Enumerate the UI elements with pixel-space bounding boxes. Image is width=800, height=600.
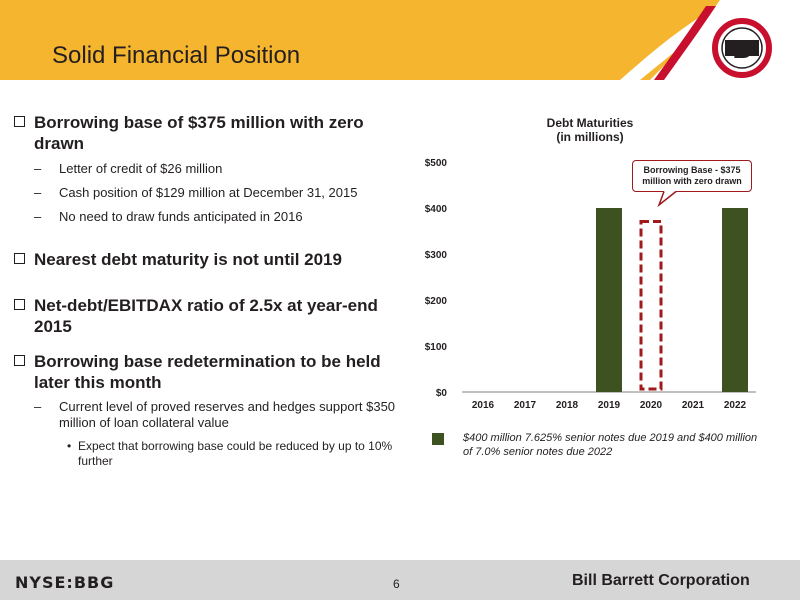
dash-marker: –: [34, 185, 42, 200]
chart-subtitle: (in millions): [556, 130, 624, 144]
sub-bullet: – Current level of proved reserves and he…: [34, 399, 396, 430]
y-tick-label: $400: [425, 204, 448, 215]
header-accent-stripe: [654, 6, 716, 80]
legend-swatch: [432, 433, 444, 445]
x-tick-label: 2021: [682, 400, 705, 411]
y-tick-label: $500: [425, 158, 448, 169]
checkbox-bullet-icon: [14, 355, 25, 366]
dash-marker: –: [34, 161, 42, 176]
bullet-net-debt: Net-debt/EBITDAX ratio of 2.5x at year-e…: [14, 295, 414, 337]
x-tick-label: 2020: [640, 400, 663, 411]
page-number: 6: [393, 577, 400, 591]
dash-marker: –: [34, 209, 42, 224]
borrowing-base-callout: Borrowing Base - $375 million with zero …: [632, 160, 752, 192]
bar-2022: [722, 208, 748, 392]
company-logo: B: [712, 18, 772, 78]
x-tick-label: 2019: [598, 400, 621, 411]
checkbox-bullet-icon: [14, 116, 25, 127]
bullet-debt-maturity: Nearest debt maturity is not until 2019: [14, 249, 414, 270]
bullet-redetermination: Borrowing base redetermination to be hel…: [14, 351, 414, 393]
sub-sub-bullet: • Expect that borrowing base could be red…: [67, 439, 393, 468]
y-tick-label: $300: [425, 250, 448, 261]
x-tick-label: 2018: [556, 400, 579, 411]
logo-letter: B: [733, 34, 752, 64]
borrowing-base-bar: [639, 220, 663, 391]
legend-text: $400 million 7.625% senior notes due 201…: [463, 432, 758, 458]
chart-title-main: Debt Maturities: [546, 116, 634, 130]
x-tick-label: 2017: [514, 400, 537, 411]
footer-bar: [0, 560, 800, 600]
chart-title: Debt Maturities (in millions): [470, 116, 710, 144]
company-name: Bill Barrett Corporation: [572, 572, 750, 589]
y-tick-label: $0: [436, 388, 448, 399]
page-title: Solid Financial Position: [52, 42, 301, 69]
ticker-symbol: NYSE:BBG: [15, 573, 115, 592]
sub-bullet: – Letter of credit of $26 million: [34, 161, 223, 176]
dash-marker: –: [34, 399, 42, 414]
y-tick-label: $100: [425, 342, 448, 353]
x-tick-label: 2022: [724, 400, 747, 411]
sub-bullet: – Cash position of $129 million at Decemb…: [34, 185, 358, 200]
checkbox-bullet-icon: [14, 253, 25, 264]
dot-marker: •: [67, 439, 72, 453]
bullet-list: Borrowing base of $375 million with zero…: [14, 112, 414, 469]
bar-2019: [596, 208, 622, 392]
bullet-borrowing-base: Borrowing base of $375 million with zero…: [14, 112, 414, 154]
sub-bullet: – No need to draw funds anticipated in 20…: [34, 209, 303, 224]
y-tick-label: $200: [425, 296, 448, 307]
x-tick-label: 2016: [472, 400, 495, 411]
checkbox-bullet-icon: [14, 299, 25, 310]
header-band: [0, 0, 800, 80]
